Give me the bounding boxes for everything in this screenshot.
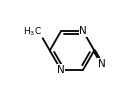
Text: N: N	[98, 59, 106, 69]
Text: H$_3$C: H$_3$C	[23, 25, 42, 38]
Text: N: N	[79, 26, 87, 36]
Text: N: N	[57, 65, 65, 75]
